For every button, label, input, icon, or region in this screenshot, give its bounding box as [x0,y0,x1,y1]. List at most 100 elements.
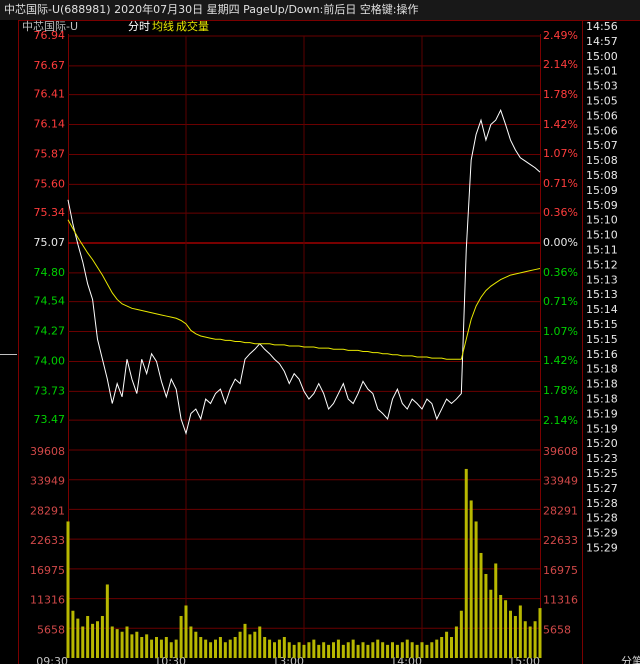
trade-time: 14:57 [586,35,618,48]
volume-bar [351,639,355,658]
legend-price: 分时 [128,20,150,33]
volume-tick-label: 5658 [543,623,571,636]
trade-time: 15:15 [586,333,618,346]
trade-time: 15:29 [586,542,618,555]
volume-tick-label: 16975 [543,564,578,577]
volume-bar [100,615,104,658]
volume-bar [159,639,163,658]
trade-time: 15:13 [586,273,618,286]
volume-bar [253,631,257,658]
volume-bar [120,631,124,658]
volume-bar [356,644,360,658]
y-tick-label: 75.87 [34,147,66,160]
volume-bar [204,639,208,658]
volume-bar [381,642,385,658]
y-tick-label: 75.60 [34,177,66,190]
volume-bar [450,636,453,658]
volume-bar [76,618,80,658]
y2-tick-label: 0.36% [543,266,578,279]
y-tick-label: 73.47 [34,413,66,426]
volume-tick-label: 5658 [37,623,65,636]
y2-tick-label: 0.71% [543,295,578,308]
volume-tick-label: 28291 [30,504,65,517]
trade-time: 15:06 [586,124,618,137]
volume-tick-label: 28291 [543,504,578,517]
trade-time: 15:09 [586,184,618,197]
volume-bar [248,634,252,658]
volume-bar [346,642,350,658]
volume-tick-label: 22633 [30,534,65,547]
y-tick-label: 75.07 [34,236,66,249]
volume-bar [489,589,493,658]
volume-bar [317,644,321,658]
y2-tick-label: 0.71% [543,177,578,190]
volume-bar [228,639,232,658]
trade-time: 15:25 [586,467,618,480]
volume-bar [474,521,478,658]
volume-bar [445,631,449,658]
trade-time: 15:07 [586,139,618,152]
volume-bar [273,642,276,658]
volume-bar [312,639,316,658]
trade-time: 15:14 [586,303,618,316]
volume-tick-label: 39608 [543,445,578,458]
y-tick-label: 73.73 [34,384,66,397]
volume-bar [420,642,424,658]
volume-tick-label: 11316 [30,594,65,607]
volume-bar [164,636,168,658]
volume-bar [194,631,198,658]
title-bar [0,0,640,20]
volume-tick-label: 16975 [30,564,65,577]
trade-time: 15:23 [586,452,618,465]
volume-bar [233,636,237,658]
trade-time: 15:10 [586,214,618,227]
volume-bar [189,626,193,658]
volume-bar [371,642,375,658]
trade-time: 15:08 [586,169,618,182]
x-tick-label: 15:00 [508,655,540,664]
volume-bar [361,642,365,658]
volume-bar [425,644,429,658]
volume-bar [479,552,483,658]
volume-bar [336,639,340,658]
volume-bar [494,563,498,658]
trade-time: 15:03 [586,80,618,93]
y2-tick-label: 0.00% [543,236,578,249]
volume-bar [135,631,139,658]
x-tick-label: 09:30 [36,655,68,664]
volume-bar [184,605,188,658]
volume-bar [307,642,311,658]
window-title: 中芯国际-U(688981) 2020年07月30日 星期四 PageUp/Do… [4,2,419,16]
volume-bar [214,639,217,658]
volume-bar [209,642,213,658]
volume-bar [405,639,409,658]
volume-bar [538,608,542,658]
trade-time: 15:12 [586,258,618,271]
volume-bar [332,642,335,658]
volume-bar [410,642,414,658]
trade-time: 15:11 [586,244,618,257]
trade-time: 15:18 [586,393,618,406]
y2-tick-label: 0.36% [543,206,578,219]
volume-tick-label: 33949 [543,475,578,488]
volume-bar [533,621,537,658]
volume-bar [297,642,301,658]
y-tick-label: 74.54 [34,295,66,308]
volume-bar [140,636,144,658]
volume-bar [518,605,522,658]
volume-bar [96,621,99,658]
trade-time: 15:10 [586,229,618,242]
volume-bar [430,642,434,658]
trade-time: 14:56 [586,20,618,33]
y2-tick-label: 1.78% [543,384,578,397]
volume-tick-label: 11316 [543,594,578,607]
y2-tick-label: 1.42% [543,354,578,367]
y-tick-label: 76.14 [34,118,66,131]
volume-bar [243,623,247,658]
trade-time: 15:00 [586,50,618,63]
y-tick-label: 76.67 [34,59,66,72]
volume-bar [504,600,508,658]
volume-bar [258,626,262,658]
volume-bar [395,644,399,658]
